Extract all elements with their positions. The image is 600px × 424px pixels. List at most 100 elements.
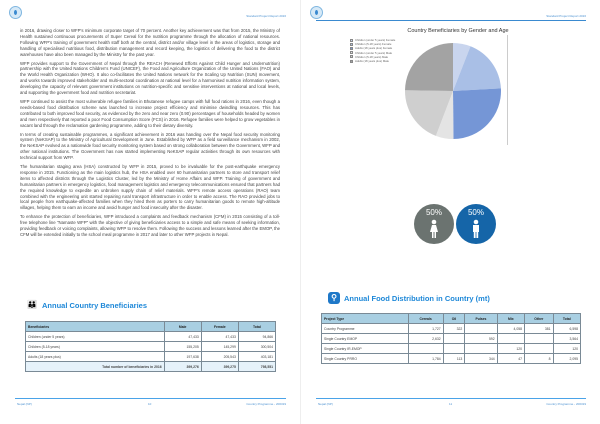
pie-chart [405, 43, 501, 139]
table-row: Children (under 5 years) 47,433 47,433 94,8… [25, 331, 277, 342]
table-cell: 113 [442, 353, 466, 364]
table-cell: 120 [496, 343, 526, 354]
pie-slice [435, 91, 454, 139]
legend-label: Children (under 5 years) Male [355, 50, 392, 55]
header-title: Standard Project Report 2016 [246, 14, 286, 18]
pie-slice [453, 46, 501, 91]
table-cell [442, 343, 466, 354]
section-title: Annual Food Distribution in Country (mt) [344, 293, 490, 303]
section-beneficiaries: 👪 Annual Country Beneficiaries [26, 299, 147, 311]
legend-item: Children (5-18 years) Male [350, 55, 395, 59]
table-cell: 592 [464, 333, 498, 344]
table-cell: 47,433 [200, 331, 239, 342]
legend-item: Adults (18 years plus) Female [350, 46, 395, 50]
footer-right: Country Programme - 200319 [246, 402, 286, 406]
table-cell: Single Country EMOP [321, 333, 409, 344]
table-cell: 205,543 [200, 351, 239, 362]
left-page: Standard Project Report 2016 in 2016, dr… [9, 6, 286, 406]
table-cell: 197,638 [163, 351, 202, 362]
food-bag-icon: ⚲ [328, 292, 340, 304]
table-cell [524, 333, 554, 344]
food-distribution-table: Project Type Cereals Oil Pulses Mix Other Tota… [321, 313, 582, 364]
legend-swatch [350, 51, 353, 55]
legend-swatch [350, 59, 353, 63]
table-cell: 1,784 [407, 353, 444, 364]
chart-title: Country Beneficiaries by Gender and Age [407, 28, 509, 34]
table-row: Country Programme 1,727 322 4,058 381 6,598 [321, 323, 582, 334]
wfp-logo [9, 6, 22, 19]
right-page: Standard Project Report 2016 Country Ben… [300, 0, 600, 424]
beneficiaries-table: Beneficiaries Male Female Total Children (un… [25, 321, 277, 372]
table-cell [464, 343, 498, 354]
header-row: Project Type Cereals Oil Pulses Mix Other Tota… [321, 313, 582, 324]
table-cell [442, 333, 466, 344]
header-line [316, 20, 586, 21]
table-cell: 4,058 [496, 323, 526, 334]
female-circle: 50% [414, 204, 454, 244]
paragraph: in 2016, drawing closer to WFP's minimum… [20, 28, 280, 57]
column-header: Pulses [464, 313, 498, 324]
table-row: Single Country PRRO 1,784 113 344 47 8 2,095 [321, 353, 582, 364]
table-cell: 120 [552, 343, 582, 354]
table-row: Single Country IR-EMOP 120 120 [321, 343, 582, 354]
column-header: Female [200, 321, 239, 332]
male-percent: 50% [467, 208, 484, 217]
legend-swatch [350, 38, 353, 42]
wfp-logo [310, 6, 323, 19]
female-percent: 50% [425, 208, 442, 217]
table-cell: 94,866 [237, 331, 277, 342]
table-cell: Children (5-18 years) [25, 341, 165, 352]
column-header: Total [552, 313, 582, 324]
table-cell: 8 [524, 353, 554, 364]
legend-swatch [350, 46, 353, 50]
header-row: Beneficiaries Male Female Total [25, 321, 277, 332]
table-cell: 145,299 [200, 341, 239, 352]
legend-item: Children (5-18 years) Female [350, 42, 395, 46]
male-circle: 50% [456, 204, 496, 244]
table-cell: Adults (18 years plus) [25, 351, 165, 362]
body-text: in 2016, drawing closer to WFP's minimum… [20, 28, 280, 241]
table-cell: 403,181 [237, 351, 277, 362]
legend-label: Adults (18 years plus) Male [355, 59, 389, 64]
table-row: Single Country EMOP 2,632 592 3,564 [321, 333, 582, 344]
header-title: Standard Project Report 2016 [546, 14, 586, 18]
table-cell: Single Country IR-EMOP [321, 343, 409, 354]
pie-slice [405, 43, 453, 91]
female-icon [430, 219, 438, 238]
paragraph: To enhance the protection of beneficiari… [20, 214, 280, 237]
column-header: Project Type [321, 313, 409, 324]
legend-label: Adults (18 years plus) Female [355, 46, 393, 51]
column-header: Other [524, 313, 554, 324]
table-cell: 6,598 [552, 323, 582, 334]
footer-left: Nepal (NP) [17, 402, 32, 406]
pie-slice [453, 88, 501, 139]
legend-item: Children (under 5 years) Male [350, 51, 395, 55]
table-cell: 322 [442, 323, 466, 334]
table-cell: 399,275 [200, 361, 239, 372]
male-icon [473, 219, 479, 238]
table-cell: Country Programme [321, 323, 409, 334]
table-cell: 2,632 [407, 333, 444, 344]
column-header: Male [163, 321, 202, 332]
column-header: Total [237, 321, 277, 332]
legend-label: Children (5-18 years) Male [355, 54, 389, 59]
section-food-distribution: ⚲ Annual Food Distribution in Country (m… [328, 292, 490, 304]
section-title: Annual Country Beneficiaries [42, 300, 148, 310]
table-cell: 381 [524, 323, 554, 334]
table-cell [464, 323, 498, 334]
pie-slice [405, 90, 453, 136]
footer-line [15, 398, 286, 399]
paragraph: WFP continued to assist the most vulnera… [20, 98, 280, 128]
chart-border [507, 35, 508, 145]
table-cell: 47,433 [163, 331, 202, 342]
pie-slice [453, 43, 471, 91]
page-number: 11 [449, 402, 453, 406]
chart-legend: Children (under 5 years) Female Children … [350, 38, 395, 63]
table-cell: 798,551 [237, 361, 277, 372]
table-cell: Children (under 5 years) [25, 331, 165, 342]
table-row: Children (5-18 years) 155,205 145,299 300,5… [25, 341, 277, 352]
table-cell: 300,504 [237, 341, 277, 352]
table-cell: 1,727 [407, 323, 444, 334]
paragraph: WFP provides support to the Government o… [20, 60, 280, 96]
column-header: Cereals [407, 313, 444, 324]
